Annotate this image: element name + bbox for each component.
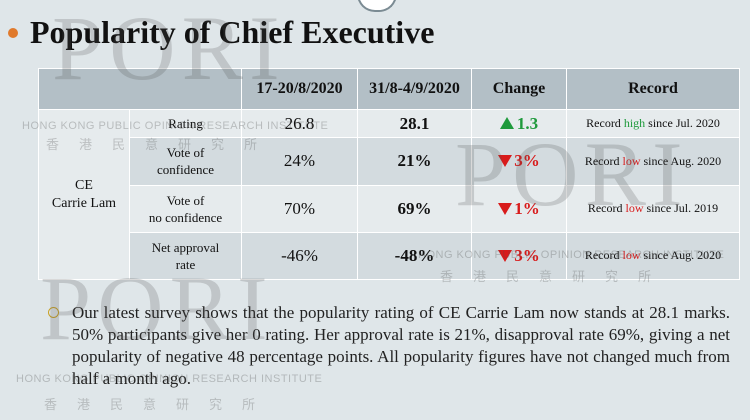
summary-text: Our latest survey shows that the popular…	[72, 303, 730, 388]
value-period-2: -48%	[357, 231, 472, 281]
metric-label: Rating	[129, 108, 242, 139]
record-word: low	[622, 248, 641, 263]
subject-name: Carrie Lam	[51, 195, 117, 211]
header-change: Change	[471, 68, 567, 110]
metric-label: Vote of no confidence	[129, 184, 242, 233]
triangle-down-icon	[498, 202, 513, 215]
header-period-2: 31/8-4/9/2020	[357, 68, 472, 110]
table-row: Net approval rate -46% -48% 3% Record low…	[39, 231, 740, 281]
change-cell: 1.3	[471, 108, 567, 139]
header-blank	[38, 68, 242, 110]
popularity-table: 17-20/8/2020 31/8-4/9/2020 Change Record…	[38, 68, 740, 281]
note-bullet-icon	[48, 307, 59, 318]
record-word: high	[623, 116, 646, 131]
change-value: 3%	[514, 245, 540, 265]
table-row: Vote of confidence 24% 21% 3% Record low …	[39, 137, 740, 186]
metric-label: Net approval rate	[129, 231, 242, 281]
summary-note: Our latest survey shows that the popular…	[48, 302, 730, 390]
value-period-1: 26.8	[241, 108, 358, 139]
record-cell: Record low since Jul. 2019	[566, 184, 740, 233]
change-cell: 3%	[471, 231, 567, 281]
subject-label: CE	[75, 177, 93, 193]
header-record: Record	[566, 68, 740, 110]
value-period-2: 69%	[357, 184, 472, 233]
change-value: 1.3	[516, 113, 539, 133]
watermark-name-cn: 香港民意研究所	[44, 398, 276, 413]
title-bullet-icon	[8, 27, 18, 38]
value-period-1: 24%	[241, 137, 358, 186]
change-value: 3%	[514, 151, 540, 171]
triangle-down-icon	[498, 249, 513, 262]
subject-cell: CE Carrie Lam	[38, 109, 130, 280]
record-cell: Record low since Aug. 2020	[566, 231, 740, 281]
table-header-row: 17-20/8/2020 31/8-4/9/2020 Change Record	[38, 68, 740, 110]
value-period-1: 70%	[241, 184, 358, 233]
triangle-down-icon	[498, 155, 513, 168]
triangle-up-icon	[499, 116, 514, 129]
table-row: Vote of no confidence 70% 69% 1% Record l…	[39, 184, 740, 233]
change-value: 1%	[514, 198, 540, 218]
pori-logo	[357, 0, 397, 12]
change-cell: 1%	[471, 184, 567, 233]
header-period-1: 17-20/8/2020	[241, 68, 358, 110]
title-row: Popularity of Chief Executive	[8, 14, 434, 51]
table-row: CE Carrie Lam Rating 26.8 28.1 1.3 Recor…	[38, 108, 740, 280]
value-period-2: 21%	[357, 137, 472, 186]
value-period-2: 28.1	[357, 108, 472, 139]
page-title: Popularity of Chief Executive	[30, 14, 435, 50]
record-word: low	[622, 153, 641, 168]
value-period-1: -46%	[241, 231, 358, 281]
record-word: low	[625, 201, 644, 216]
record-cell: Record high since Jul. 2020	[566, 108, 740, 139]
change-cell: 3%	[471, 137, 567, 186]
metric-label: Vote of confidence	[129, 137, 242, 186]
record-cell: Record low since Aug. 2020	[566, 137, 740, 186]
